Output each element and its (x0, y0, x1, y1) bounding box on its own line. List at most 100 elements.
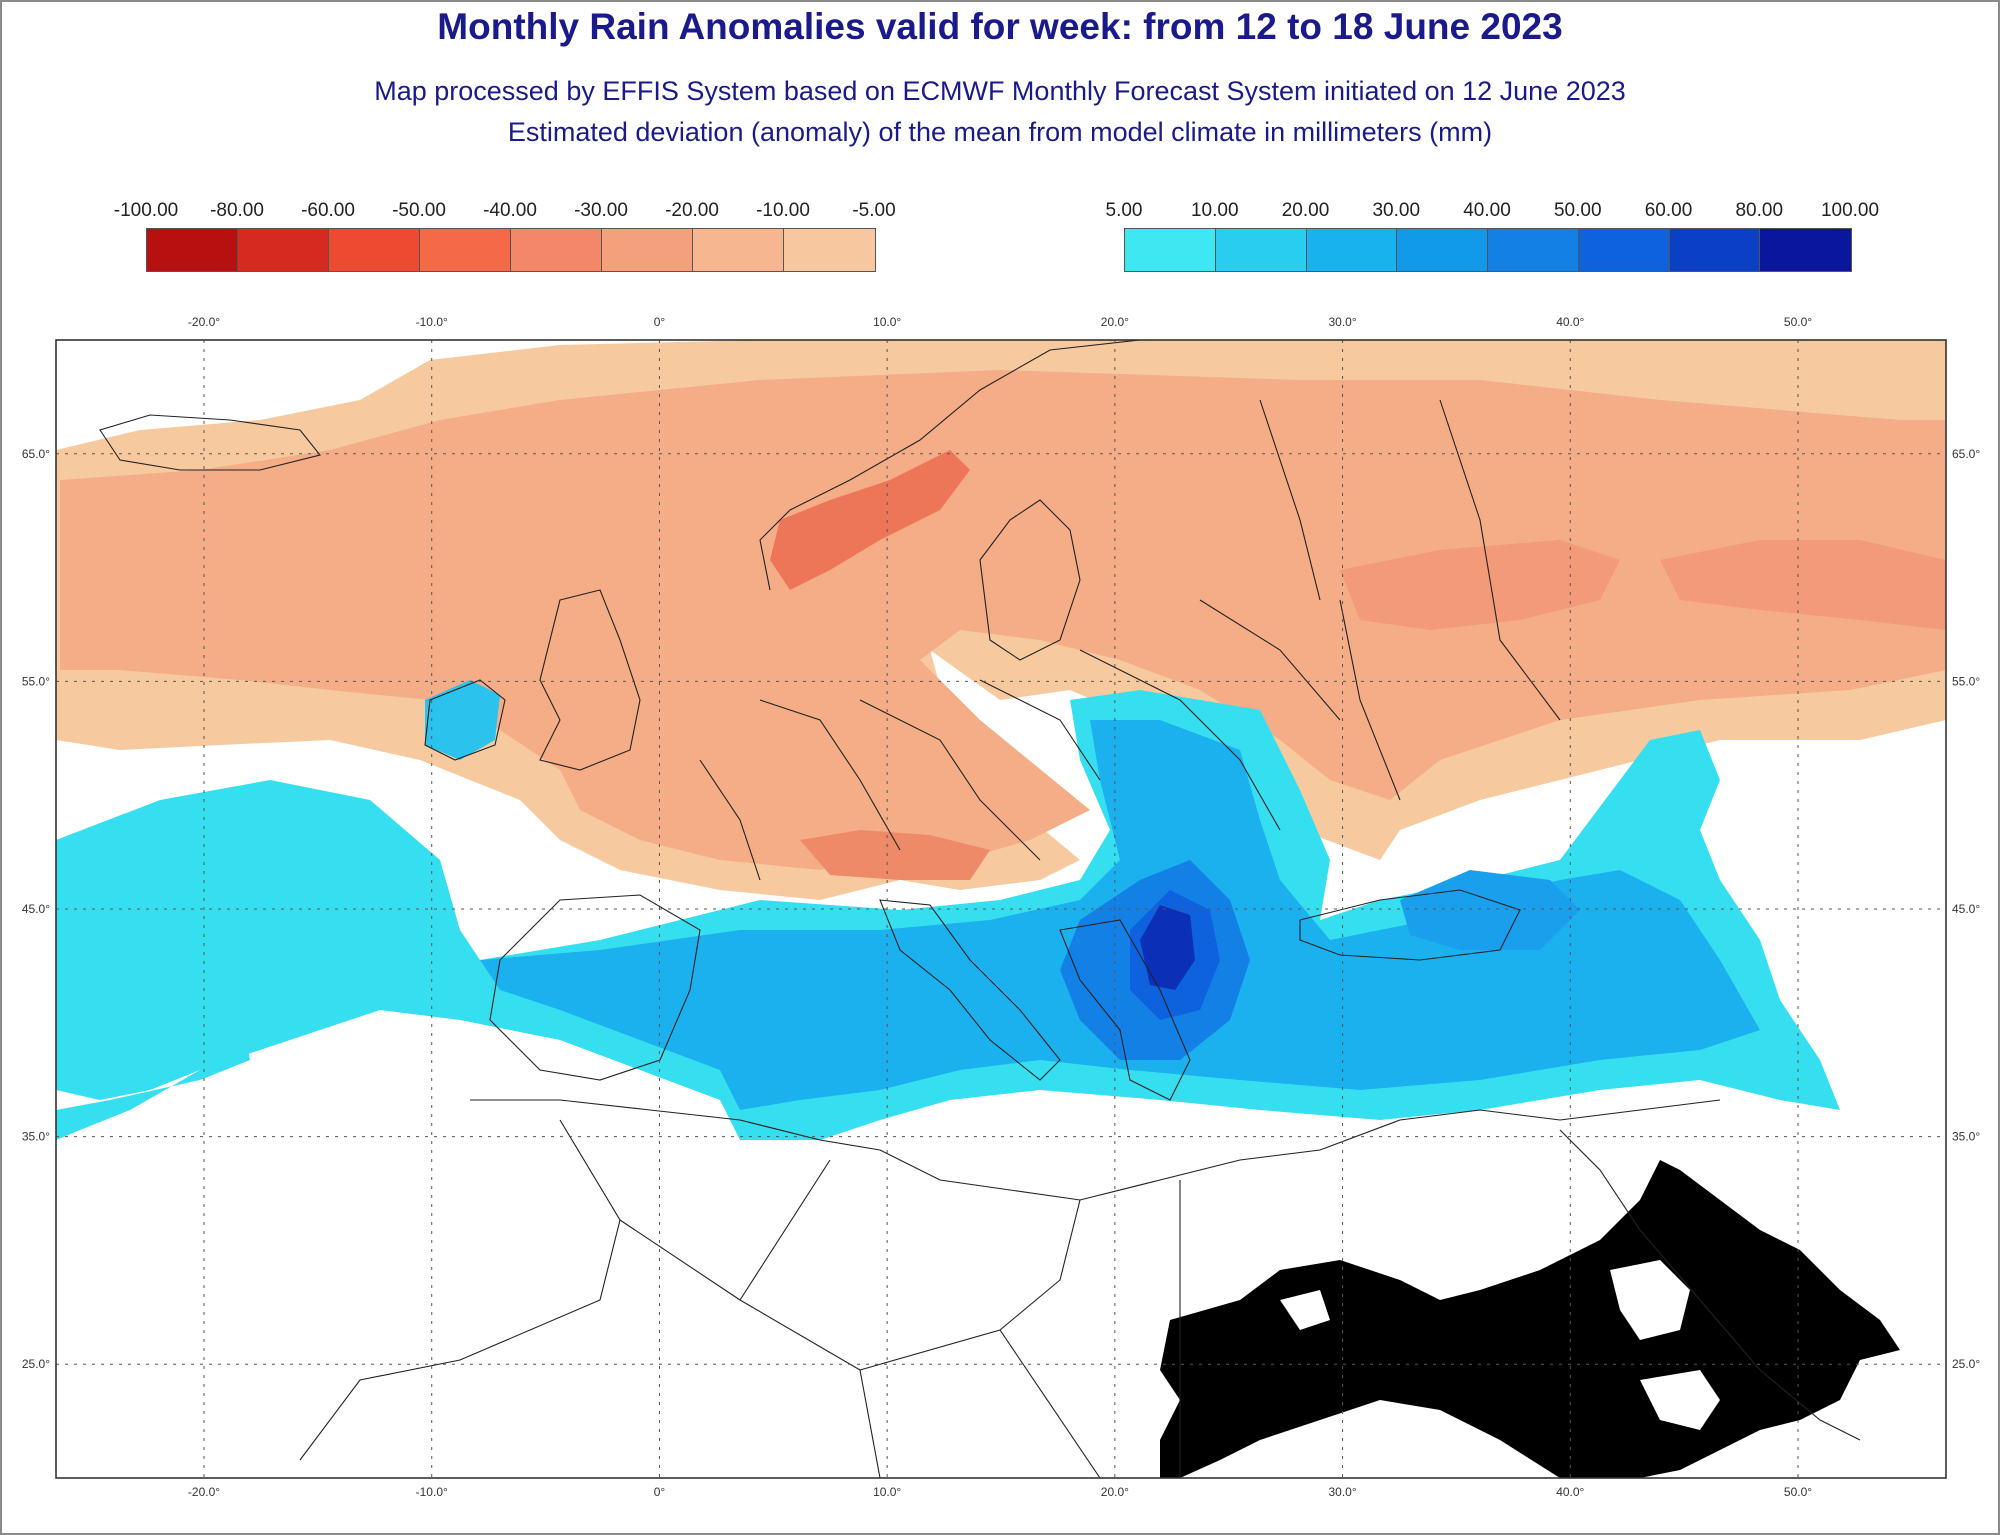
positive-colorbar-swatch (1578, 229, 1670, 271)
latitude-label-right: 65.0° (1952, 447, 1980, 461)
axis-tick-labels: -20.0° -20.0° -10.0° -10.0° 0° 0° 10.0° 10.0° 20… (22, 315, 1981, 1499)
positive-colorbar-label: 20.00 (1281, 200, 1330, 221)
negative-colorbar-label: -50.00 (392, 200, 446, 221)
positive-colorbar-label: 60.00 (1644, 200, 1693, 221)
positive-colorbar-label: 100.00 (1820, 200, 1880, 221)
map-subtitle-units: Estimated deviation (anomaly) of the mea… (507, 117, 1493, 147)
negative-colorbar-swatch (238, 229, 329, 271)
negative-colorbar-swatch (693, 229, 784, 271)
longitude-label-top: 20.0° (1101, 315, 1129, 329)
latitude-label-right: 45.0° (1952, 902, 1980, 916)
negative-colorbar-label: -60.00 (301, 200, 355, 221)
longitude-label-top: 30.0° (1328, 315, 1356, 329)
map-title: Monthly Rain Anomalies valid for week: f… (437, 6, 1563, 47)
positive-colorbar-swatch (1669, 229, 1761, 271)
longitude-label-bottom: -10.0° (416, 1485, 448, 1499)
latitude-label-right: 35.0° (1952, 1130, 1980, 1144)
negative-colorbar-label: -5.00 (852, 200, 896, 221)
strong-dry-anomaly-urals (1660, 540, 1946, 630)
negative-colorbar-label: -100.00 (113, 200, 179, 221)
negative-colorbar-swatches (146, 228, 876, 272)
coastline-scandinavia (759, 340, 1141, 661)
longitude-label-bottom: 50.0° (1784, 1485, 1812, 1499)
negative-colorbar-swatch (602, 229, 693, 271)
positive-colorbar-swatch (1306, 229, 1398, 271)
latitude-label-left: 45.0° (22, 902, 50, 916)
negative-colorbar-swatch (784, 229, 875, 271)
longitude-label-top: 50.0° (1784, 315, 1812, 329)
positive-colorbar-swatch (1488, 229, 1579, 271)
positive-colorbar-label: 5.00 (1105, 200, 1143, 221)
negative-colorbar-label: -30.00 (574, 200, 628, 221)
positive-colorbar-swatches (1124, 228, 1852, 272)
positive-colorbar-label: 10.00 (1190, 200, 1239, 221)
negative-colorbar-labels: -100.00 -80.00 -60.00 -50.00 -40.00 -30.00 -20… (114, 200, 896, 226)
longitude-label-bottom: 30.0° (1328, 1485, 1356, 1499)
coastline-iberia (489, 894, 701, 1081)
masked-area-hole-4 (1380, 1410, 1420, 1440)
longitude-label-top: -10.0° (416, 315, 448, 329)
wet-anomaly-black-sea (1400, 870, 1580, 950)
negative-colorbar-label: -80.00 (210, 200, 264, 221)
latitude-label-left: 55.0° (22, 674, 50, 688)
positive-colorbar-label: 80.00 (1735, 200, 1784, 221)
wet-anomaly-ireland (425, 680, 500, 760)
latitude-label-left: 35.0° (22, 1130, 50, 1144)
coastline-italy (879, 899, 1061, 1081)
latitude-label-right: 55.0° (1952, 674, 1980, 688)
longitude-label-bottom: 0° (654, 1485, 666, 1499)
latitude-label-left: 65.0° (22, 447, 50, 461)
coastlines (99, 340, 1861, 1478)
longitude-label-top: -20.0° (188, 315, 220, 329)
longitude-label-bottom: 20.0° (1101, 1485, 1129, 1499)
positive-colorbar-swatch (1125, 229, 1216, 271)
positive-colorbar-swatch (1760, 229, 1851, 271)
negative-colorbar-label: -20.00 (665, 200, 719, 221)
strong-dry-anomaly-alps (800, 830, 990, 880)
anomaly-field (56, 340, 1946, 1478)
masked-area (1160, 1160, 1900, 1478)
positive-colorbar-swatch (1215, 229, 1307, 271)
positive-colorbar-label: 40.00 (1463, 200, 1511, 221)
longitude-label-bottom: 10.0° (873, 1485, 901, 1499)
strong-dry-anomaly-norway (770, 450, 970, 590)
wet-anomaly-atlantic-tongue (56, 920, 380, 1140)
negative-colorbar-swatch (329, 229, 420, 271)
longitude-label-bottom: -20.0° (188, 1485, 220, 1499)
latitude-label-right: 25.0° (1952, 1357, 1980, 1371)
map-border (55, 339, 1947, 1479)
graticule (56, 340, 1946, 1478)
longitude-label-top: 40.0° (1556, 315, 1584, 329)
negative-colorbar-label: -10.00 (756, 200, 810, 221)
map-subtitle: Map processed by EFFIS System based on E… (374, 76, 1626, 106)
coastline-balkans-greece (1059, 919, 1191, 1101)
masked-area-hole-1 (1280, 1290, 1330, 1330)
negative-colorbar-swatch (147, 229, 238, 271)
negative-colorbar-swatch (420, 229, 511, 271)
positive-colorbar-swatch (1397, 229, 1488, 271)
masked-area-hole-3 (1640, 1370, 1720, 1430)
longitude-label-top: 10.0° (873, 315, 901, 329)
latitude-label-left: 25.0° (22, 1357, 50, 1371)
positive-colorbar-labels: 5.00 10.00 20.00 30.00 40.00 50.00 60.00 80.00 1… (1106, 200, 1880, 226)
longitude-label-bottom: 40.0° (1556, 1485, 1584, 1499)
borders-europe (699, 399, 1561, 881)
moderate-dry-anomaly (60, 370, 1946, 870)
positive-colorbar-label: 30.00 (1372, 200, 1421, 221)
coastline-middle-east (1559, 1129, 1861, 1441)
masked-area-hole-2 (1610, 1260, 1690, 1340)
negative-anomaly-colorbar: -100.00 -80.00 -60.00 -50.00 -40.00 -30.00 -20… (114, 200, 896, 280)
negative-colorbar-label: -40.00 (483, 200, 537, 221)
coastline-iceland (99, 414, 321, 471)
strong-dry-anomaly-russia (1340, 540, 1620, 630)
positive-anomaly-colorbar: 5.00 10.00 20.00 30.00 40.00 50.00 60.00 80.00 1… (1106, 200, 1880, 280)
longitude-label-top: 0° (654, 315, 666, 329)
very-strong-wet-anomaly-core (1140, 905, 1195, 990)
coastline-british-isles (424, 589, 641, 771)
coastline-black-sea (1299, 889, 1521, 961)
negative-colorbar-swatch (511, 229, 602, 271)
positive-colorbar-label: 50.00 (1553, 200, 1602, 221)
borders-africa (299, 1119, 1181, 1478)
coastline-north-africa (470, 1099, 1721, 1201)
